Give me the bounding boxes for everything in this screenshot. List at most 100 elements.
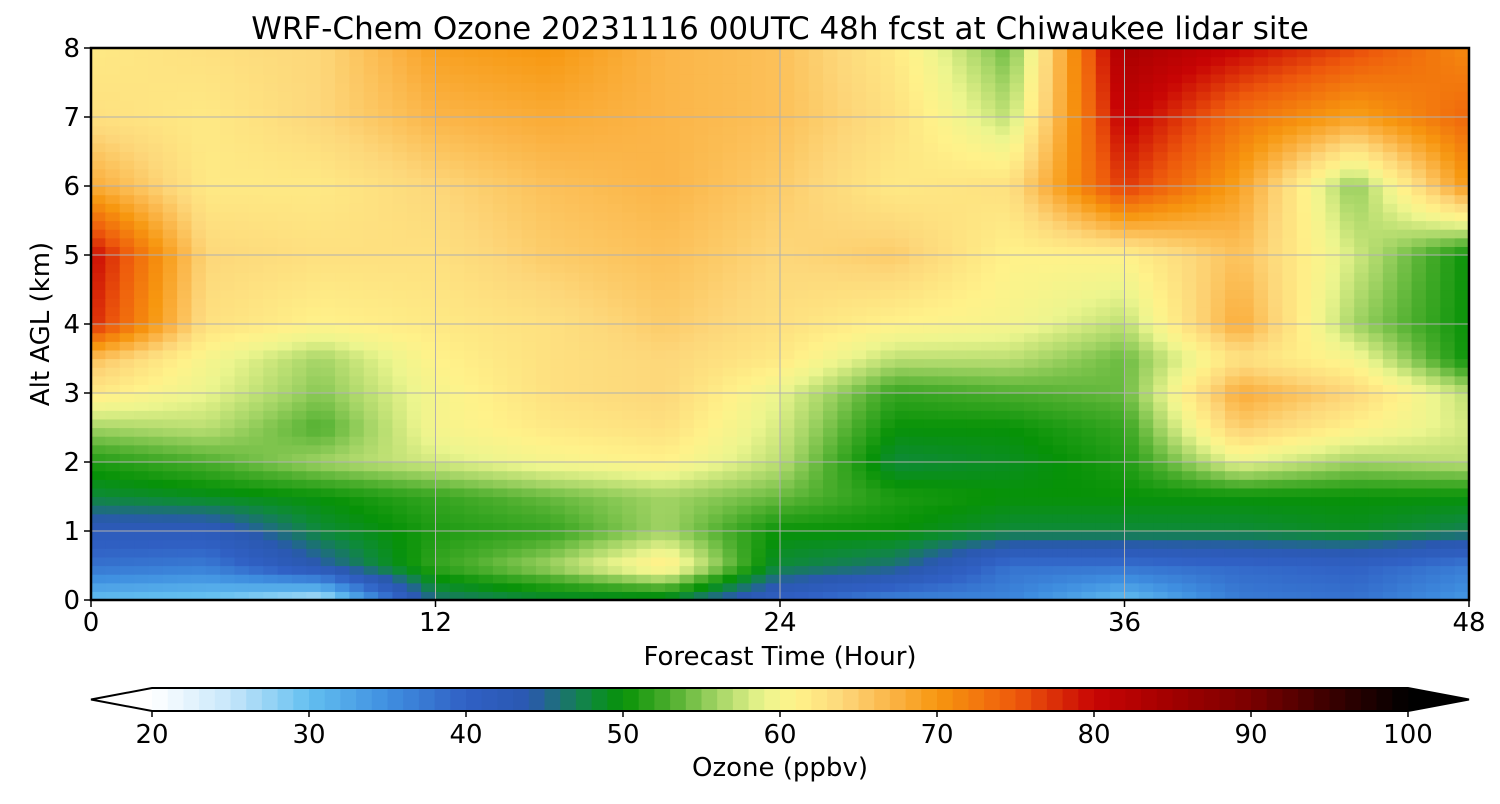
heatmap-cell	[937, 349, 953, 360]
heatmap-cell	[1311, 505, 1327, 515]
heatmap-cell	[406, 237, 422, 247]
heatmap-cell	[736, 565, 752, 575]
heatmap-cell	[449, 168, 465, 178]
heatmap-cell	[478, 367, 494, 377]
heatmap-cell	[593, 531, 609, 541]
heatmap-cell	[837, 479, 853, 489]
heatmap-cell	[1124, 280, 1140, 291]
heatmap-cell	[823, 237, 839, 247]
heatmap-cell	[564, 332, 580, 342]
heatmap-cell	[205, 375, 221, 385]
heatmap-cell	[205, 393, 221, 403]
heatmap-cell	[1181, 246, 1197, 256]
heatmap-cell	[1411, 574, 1427, 584]
heatmap-cell	[550, 255, 566, 265]
heatmap-cell	[550, 324, 566, 334]
heatmap-cell	[579, 591, 594, 601]
heatmap-cell	[1210, 522, 1226, 532]
heatmap-cell	[1067, 194, 1083, 204]
heatmap-cell	[464, 565, 480, 575]
heatmap-cell	[866, 539, 882, 549]
heatmap-cell	[320, 496, 336, 506]
heatmap-cell	[392, 513, 408, 523]
heatmap-cell	[909, 375, 925, 385]
heatmap-cell	[205, 384, 221, 394]
heatmap-cell	[119, 453, 135, 463]
heatmap-cell	[1239, 479, 1255, 489]
heatmap-cell	[909, 548, 925, 558]
heatmap-cell	[1052, 220, 1068, 230]
heatmap-cell	[1239, 393, 1255, 403]
heatmap-cell	[1354, 591, 1370, 601]
heatmap-cell	[909, 410, 925, 420]
heatmap-cell	[550, 462, 566, 472]
heatmap-cell	[1411, 315, 1427, 325]
heatmap-cell	[607, 272, 623, 282]
heatmap-cell	[464, 186, 480, 196]
heatmap-cell	[535, 470, 551, 480]
heatmap-cell	[234, 418, 250, 429]
heatmap-cell	[1454, 384, 1470, 394]
heatmap-cell	[708, 272, 724, 282]
heatmap-cell	[1440, 160, 1456, 170]
heatmap-cell	[995, 531, 1011, 541]
heatmap-cell	[1239, 470, 1255, 480]
heatmap-cell	[349, 487, 365, 498]
heatmap-cell	[1425, 505, 1441, 515]
heatmap-cell	[1311, 522, 1327, 532]
heatmap-cell	[1354, 462, 1370, 472]
heatmap-cell	[679, 255, 695, 265]
heatmap-cell	[722, 237, 738, 247]
heatmap-cell	[1067, 470, 1083, 480]
heatmap-cell	[894, 272, 910, 282]
heatmap-cell	[593, 375, 609, 385]
heatmap-cell	[1311, 151, 1327, 161]
heatmap-cell	[1440, 427, 1456, 437]
heatmap-cell	[837, 255, 853, 265]
heatmap-cell	[205, 410, 221, 420]
heatmap-cell	[119, 427, 135, 437]
heatmap-cell	[435, 151, 451, 161]
heatmap-cell	[1454, 255, 1470, 265]
heatmap-cell	[622, 410, 638, 420]
heatmap-cell	[392, 375, 408, 385]
heatmap-cell	[406, 505, 422, 515]
heatmap-cell	[449, 479, 465, 489]
heatmap-cell	[263, 349, 279, 360]
heatmap-cell	[1224, 306, 1240, 316]
heatmap-cell	[1024, 341, 1039, 351]
heatmap-cell	[837, 160, 853, 170]
heatmap-cell	[349, 410, 365, 420]
heatmap-cell	[177, 168, 193, 178]
heatmap-cell	[349, 470, 365, 480]
heatmap-cell	[866, 246, 882, 256]
heatmap-cell	[966, 255, 982, 265]
heatmap-cell	[1282, 246, 1298, 256]
heatmap-cell	[263, 367, 279, 377]
heatmap-cell	[134, 531, 150, 541]
heatmap-cell	[1354, 418, 1370, 429]
heatmap-cell	[205, 496, 221, 506]
heatmap-cell	[909, 470, 925, 480]
heatmap-cell	[1454, 306, 1470, 316]
heatmap-cell	[1268, 444, 1283, 454]
heatmap-cell	[478, 289, 494, 299]
heatmap-cell	[277, 220, 293, 230]
heatmap-cell	[1454, 298, 1470, 308]
heatmap-cell	[1368, 349, 1384, 360]
heatmap-cell	[1368, 263, 1384, 273]
heatmap-cell	[1425, 565, 1441, 575]
heatmap-cell	[119, 513, 135, 523]
heatmap-cell	[937, 505, 953, 515]
heatmap-cell	[507, 574, 523, 584]
heatmap-cell	[952, 332, 968, 342]
heatmap-cell	[205, 306, 221, 316]
heatmap-cell	[851, 574, 867, 584]
heatmap-cell	[363, 470, 379, 480]
heatmap-cell	[105, 341, 121, 351]
heatmap-cell	[1081, 436, 1097, 446]
heatmap-cell	[1282, 531, 1298, 541]
heatmap-cell	[263, 272, 279, 282]
heatmap-cell	[693, 263, 709, 273]
heatmap-cell	[134, 255, 150, 265]
